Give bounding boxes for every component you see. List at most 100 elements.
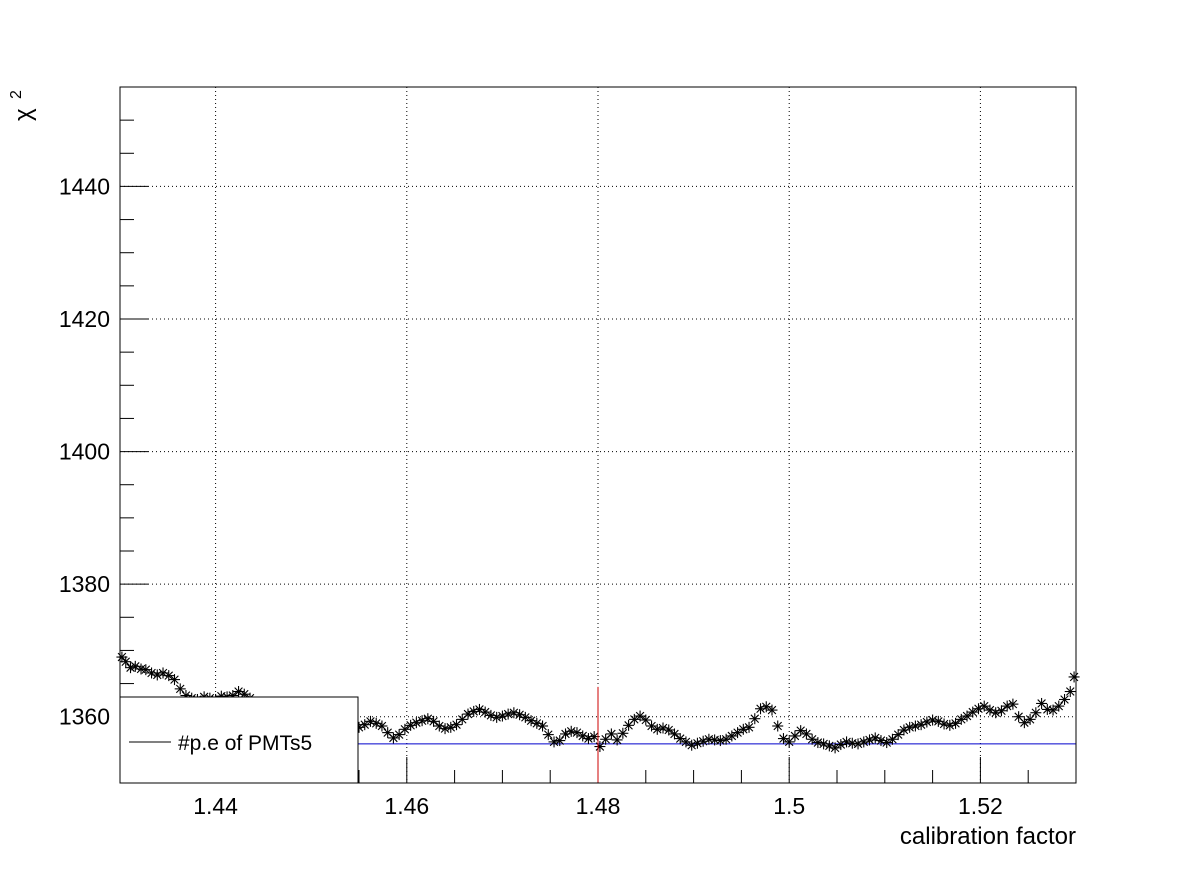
data-point-stroke xyxy=(607,729,616,739)
x-tick-labels: 1.44 1.46 1.48 1.5 1.52 xyxy=(193,793,1003,819)
data-point xyxy=(120,656,132,668)
data-point-stroke xyxy=(584,734,593,743)
data-point xyxy=(755,703,767,715)
data-point-stroke xyxy=(739,725,748,734)
data-point xyxy=(777,733,789,745)
y-tick-label: 1380 xyxy=(59,571,110,597)
data-point-stroke xyxy=(1069,672,1079,682)
data-point-stroke xyxy=(136,664,146,674)
y-tick-label: 1440 xyxy=(59,173,110,199)
data-point xyxy=(1047,704,1059,716)
data-point-stroke xyxy=(572,728,582,737)
data-point-stroke xyxy=(675,734,685,743)
data-point-stroke xyxy=(911,721,920,731)
data-point-stroke xyxy=(1037,699,1046,708)
data-point xyxy=(428,715,440,727)
data-point-stroke xyxy=(147,668,156,678)
data-point xyxy=(640,714,652,726)
data-point-stroke xyxy=(997,706,1006,716)
data-point-stroke xyxy=(750,714,760,723)
data-point-stroke xyxy=(1065,687,1075,696)
data-point-stroke xyxy=(819,739,828,749)
data-point-stroke xyxy=(876,736,886,745)
data-point xyxy=(479,706,491,718)
data-point-stroke xyxy=(589,732,599,741)
data-point-stroke xyxy=(865,735,874,745)
data-point-stroke xyxy=(802,729,811,739)
data-point xyxy=(663,724,675,736)
data-point xyxy=(1068,671,1080,683)
data-point-stroke xyxy=(687,740,696,750)
data-point-stroke xyxy=(951,719,960,728)
data-point xyxy=(961,710,973,722)
data-point-stroke xyxy=(670,729,679,739)
data-point xyxy=(680,736,692,748)
data-point xyxy=(950,717,962,729)
data-point-stroke xyxy=(515,710,524,720)
data-point xyxy=(1007,698,1019,710)
data-point-stroke xyxy=(526,716,536,725)
data-point xyxy=(955,713,967,725)
data-point xyxy=(359,719,371,731)
data-point-stroke xyxy=(400,725,410,734)
data-point xyxy=(726,730,738,742)
data-point xyxy=(1024,713,1036,725)
data-point-stroke xyxy=(544,730,553,739)
data-point-stroke xyxy=(1060,695,1069,704)
x-tick-label: 1.44 xyxy=(193,793,238,819)
data-point-stroke xyxy=(492,713,501,722)
data-point xyxy=(1030,707,1042,719)
data-point xyxy=(1064,686,1076,698)
y-axis-title-base: χ xyxy=(10,108,37,121)
plot-frame xyxy=(119,86,1077,784)
data-point-stroke xyxy=(922,717,932,727)
data-point-stroke xyxy=(859,737,869,747)
data-point-stroke xyxy=(389,733,398,743)
data-point-stroke xyxy=(360,720,370,729)
data-point-stroke xyxy=(698,736,708,746)
data-point-stroke xyxy=(985,705,995,715)
data-point-stroke xyxy=(158,668,168,678)
data-point-stroke xyxy=(164,671,174,680)
legend-box xyxy=(119,696,359,784)
data-point-stroke xyxy=(475,705,484,714)
data-point-stroke xyxy=(635,711,645,721)
data-point xyxy=(387,732,399,744)
data-point xyxy=(174,683,186,695)
data-point xyxy=(1053,700,1065,712)
data-point xyxy=(720,733,732,745)
data-point xyxy=(881,737,893,749)
data-point xyxy=(571,727,583,739)
data-point xyxy=(623,719,635,731)
data-point-stroke xyxy=(756,704,765,714)
data-point-stroke xyxy=(366,717,375,726)
data-point xyxy=(646,720,658,732)
data-point xyxy=(140,664,152,676)
data-point-stroke xyxy=(412,718,421,727)
data-point-stroke xyxy=(893,730,903,739)
y-tick-label: 1420 xyxy=(59,306,110,332)
data-point-stroke xyxy=(693,738,702,748)
data-point xyxy=(703,733,715,745)
data-point-stroke xyxy=(126,663,135,672)
data-point xyxy=(508,707,520,719)
data-point xyxy=(766,704,778,716)
data-point-stroke xyxy=(945,721,955,730)
data-point xyxy=(737,723,749,735)
data-point-stroke xyxy=(796,726,805,735)
data-point-stroke xyxy=(486,711,496,720)
data-point xyxy=(554,735,566,747)
data-point-stroke xyxy=(641,715,651,725)
legend-label: #p.e of PMTs5 xyxy=(178,732,312,755)
data-point-stroke xyxy=(779,734,788,743)
data-point xyxy=(846,737,858,749)
data-point-stroke xyxy=(423,714,433,723)
data-point-stroke xyxy=(498,711,507,721)
data-point xyxy=(978,700,990,712)
data-point xyxy=(634,710,646,722)
data-point xyxy=(749,713,761,725)
data-point-stroke xyxy=(377,721,387,731)
data-point-stroke xyxy=(1014,712,1023,721)
data-point-stroke xyxy=(853,739,863,749)
